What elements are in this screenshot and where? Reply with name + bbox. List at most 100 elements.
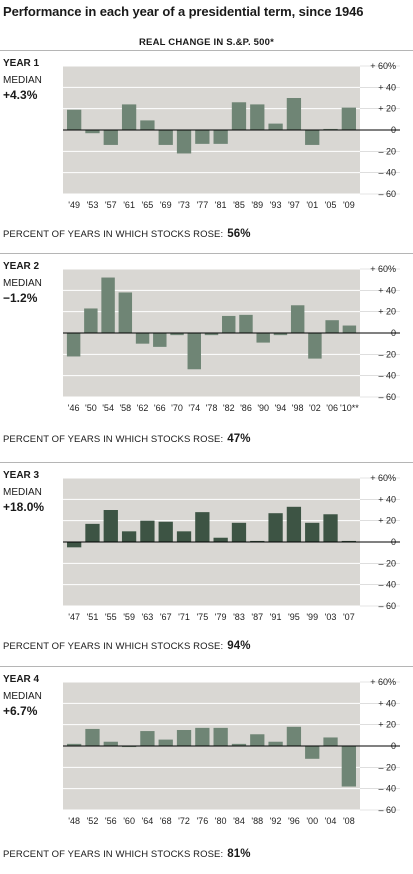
y-tick-label: + 20: [378, 516, 396, 526]
x-tick-label: '92: [270, 816, 282, 826]
bar: [158, 521, 173, 542]
x-tick-label: '72: [178, 816, 190, 826]
chart-subtitle: REAL CHANGE IN S.&P. 500*: [138, 37, 275, 48]
bar: [118, 292, 133, 333]
bar: [121, 746, 137, 748]
x-tick-label: '77: [196, 200, 208, 210]
bar: [239, 314, 253, 333]
bar: [286, 726, 302, 746]
y-tick-label: – 40: [378, 371, 396, 381]
x-tick-label: '99: [306, 612, 318, 622]
y-tick-label: – 40: [378, 168, 396, 178]
panel-year-3: YEAR 3 MEDIAN +18.0% + 60% + 40 + 20 0– 20–…: [0, 462, 413, 662]
bar: [204, 333, 219, 336]
bar: [67, 542, 82, 548]
bar: [176, 531, 192, 542]
bar: [135, 333, 150, 344]
x-tick-label: '87: [251, 612, 263, 622]
x-tick-label: '91: [270, 612, 282, 622]
bar: [187, 333, 201, 370]
percent-rose: PERCENT OF YEARS IN WHICH STOCKS ROSE: 81…: [3, 848, 251, 860]
y-tick-label: – 20: [378, 558, 396, 568]
median-label: MEDIAN: [3, 691, 42, 702]
percent-rose: PERCENT OF YEARS IN WHICH STOCKS ROSE: 94…: [3, 640, 251, 652]
x-tick-label: '50: [85, 403, 97, 413]
y-tick-label: + 40: [378, 285, 396, 295]
y-tick-label: + 20: [378, 307, 396, 317]
percent-rose-label: PERCENT OF YEARS IN WHICH STOCKS ROSE:: [3, 229, 224, 240]
percent-rose-value: 56%: [227, 228, 251, 240]
y-tick-label: – 60: [378, 805, 396, 815]
bar: [67, 743, 82, 746]
percent-rose-value: 47%: [227, 433, 251, 445]
panel-year-2: YEAR 2 MEDIAN −1.2% + 60% + 40 + 20 0– 20– …: [0, 253, 413, 459]
x-tick-label: '66: [154, 403, 166, 413]
bar: [121, 104, 137, 130]
bar: [305, 130, 320, 145]
bar: [250, 734, 265, 746]
x-tick-label: '79: [215, 612, 227, 622]
bar: [140, 731, 155, 746]
x-tick-label: '55: [105, 612, 117, 622]
bar: [250, 540, 265, 542]
x-tick-label: '53: [87, 200, 99, 210]
bar: [231, 102, 247, 130]
x-tick-label: '64: [142, 816, 154, 826]
bar: [323, 737, 338, 746]
bar: [140, 520, 155, 542]
bar: [256, 333, 270, 343]
bar: [195, 130, 210, 144]
bar: [341, 107, 356, 130]
bar: [222, 315, 236, 333]
x-tick-label: '01: [306, 200, 318, 210]
x-tick-label: '88: [251, 816, 263, 826]
panel-divider: [0, 666, 413, 667]
bar: [341, 540, 356, 542]
x-tick-label: '94: [275, 403, 287, 413]
x-tick-label: '05: [325, 200, 337, 210]
bar: [67, 109, 82, 130]
y-tick-label: – 60: [378, 392, 396, 402]
bar: [176, 130, 192, 154]
x-tick-label: '95: [288, 612, 300, 622]
bar: [195, 727, 210, 746]
bar: [290, 305, 305, 333]
bar: [325, 320, 339, 333]
bar: [103, 510, 118, 542]
x-tick-label: '96: [288, 816, 300, 826]
median-value: −1.2%: [3, 291, 38, 305]
bar: [231, 522, 247, 542]
bar: [250, 104, 265, 130]
y-tick-label: – 20: [378, 349, 396, 359]
y-tick-label: + 40: [378, 698, 396, 708]
x-tick-label: '90: [257, 403, 269, 413]
x-tick-label: '52: [87, 816, 99, 826]
y-tick-label: – 20: [378, 146, 396, 156]
x-tick-label: '82: [223, 403, 235, 413]
bar: [342, 325, 357, 333]
bar: [101, 277, 115, 333]
bar: [268, 513, 283, 542]
bar-chart: + 60%+ 40+ 200– 20– 40– 60'46'50'54'58'6…: [63, 264, 400, 413]
x-tick-label: '98: [292, 403, 304, 413]
bar: [85, 523, 100, 542]
panel-divider: [0, 462, 413, 463]
x-tick-label: '80: [215, 816, 227, 826]
y-tick-label: – 40: [378, 580, 396, 590]
median-label: MEDIAN: [3, 487, 42, 498]
x-tick-label: '59: [123, 612, 135, 622]
x-tick-label: '02: [309, 403, 321, 413]
bar: [268, 741, 283, 746]
bar: [170, 333, 184, 336]
bar: [213, 727, 228, 746]
median-value: +18.0%: [3, 500, 45, 514]
x-tick-label: '00: [306, 816, 318, 826]
x-tick-label: '65: [142, 200, 154, 210]
bar: [66, 333, 81, 357]
bar: [268, 123, 283, 130]
x-tick-label: '69: [160, 200, 172, 210]
median-value: +6.7%: [3, 704, 38, 718]
y-tick-label: + 60%: [370, 677, 396, 687]
panel-year-1: YEAR 1 MEDIAN +4.3% + 60% + 40 + 20 0– 20– …: [0, 50, 413, 250]
percent-rose-label: PERCENT OF YEARS IN WHICH STOCKS ROSE:: [3, 434, 224, 445]
